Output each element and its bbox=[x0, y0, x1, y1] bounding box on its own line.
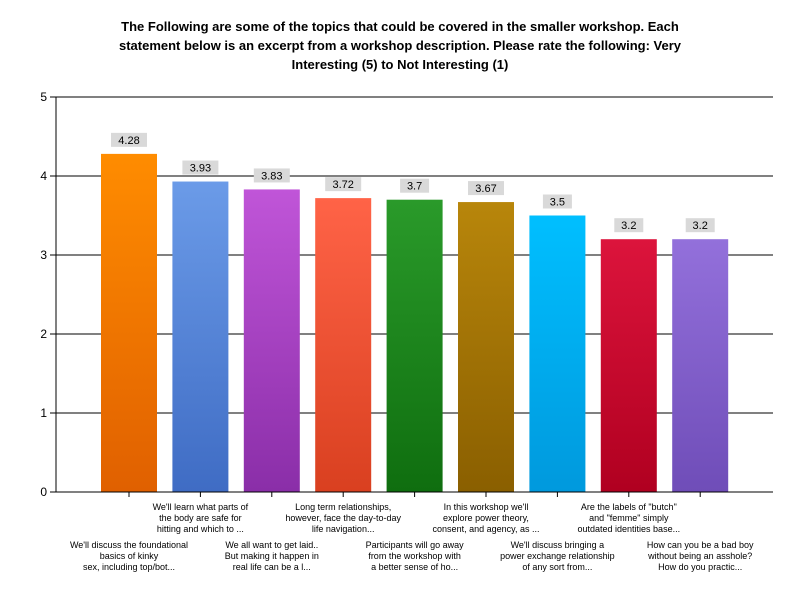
data-label-bg bbox=[614, 218, 644, 233]
data-label: 3.83 bbox=[261, 170, 282, 182]
data-label-bg bbox=[325, 177, 362, 192]
category-label-line: explore power theory, bbox=[443, 513, 529, 523]
category-label-line: without being an asshole? bbox=[648, 551, 753, 561]
y-tick-label: 3 bbox=[40, 248, 47, 262]
data-label-bg bbox=[685, 218, 715, 233]
category-label-line: But making it happen in bbox=[224, 551, 319, 561]
chart-title: The Following are some of the topics tha… bbox=[40, 17, 760, 74]
data-label-bg bbox=[253, 168, 290, 183]
data-label: 3.72 bbox=[332, 179, 353, 191]
category-label-line: a better sense of ho... bbox=[371, 562, 459, 572]
category-label-line: We'll learn what parts of bbox=[152, 502, 249, 512]
category-label-line: Are the labels of "butch" bbox=[580, 502, 677, 512]
category-label: Are the labels of "butch" and "femme" sim… bbox=[554, 502, 704, 535]
category-label-line: consent, and agency, as ... bbox=[432, 524, 540, 534]
bar bbox=[600, 239, 657, 492]
bar bbox=[101, 153, 157, 492]
chart-title-line-3: Interesting (5) to Not Interesting (1) bbox=[291, 57, 509, 72]
category-label-line: power exchange relationship bbox=[500, 551, 615, 561]
data-label: 3.2 bbox=[621, 220, 636, 232]
category-label: How can you be a bad boy without being an… bbox=[625, 540, 775, 573]
category-label-line: Participants will go away bbox=[365, 540, 464, 550]
category-label: We'll learn what parts of the body are sa… bbox=[125, 502, 275, 535]
data-label: 3.93 bbox=[190, 163, 211, 175]
category-label-line: How can you be a bad boy bbox=[646, 540, 754, 550]
data-label-bg bbox=[542, 194, 572, 209]
category-label: Participants will go away from the worksh… bbox=[340, 540, 490, 573]
category-label: We'll discuss the foundational basics of … bbox=[54, 540, 204, 573]
category-label: Long term relationships, however, face th… bbox=[268, 502, 418, 535]
data-label: 3.2 bbox=[693, 220, 708, 232]
category-label-line: hitting and which to ... bbox=[156, 524, 244, 534]
y-tick-label: 1 bbox=[40, 406, 47, 420]
category-label-line: outdated identities base... bbox=[577, 524, 681, 534]
data-label-bg bbox=[182, 160, 219, 175]
y-tick-label: 5 bbox=[40, 90, 47, 104]
category-label-line: however, face the day-to-day bbox=[285, 513, 401, 523]
bar bbox=[672, 239, 729, 492]
data-label: 4.28 bbox=[118, 135, 139, 147]
category-label-line: the body are safe for bbox=[159, 513, 242, 523]
data-label: 3.67 bbox=[475, 183, 496, 195]
data-label-bg bbox=[400, 178, 430, 193]
category-label-line: from the workshop with bbox=[368, 551, 461, 561]
category-label: We'll discuss bringing a power exchange r… bbox=[482, 540, 632, 573]
data-label-bg bbox=[468, 181, 504, 196]
category-label-line: real life can be a l... bbox=[232, 562, 311, 572]
category-label-line: In this workshop we'll bbox=[443, 502, 529, 512]
data-label: 3.7 bbox=[407, 181, 422, 193]
y-tick-label: 2 bbox=[40, 327, 47, 341]
category-label-line: We'll discuss bringing a bbox=[510, 540, 605, 550]
category-label-line: basics of kinky bbox=[99, 551, 159, 561]
category-label-line: We'll discuss the foundational bbox=[69, 540, 189, 550]
chart-title-line-1: The Following are some of the topics tha… bbox=[121, 19, 679, 34]
category-label-line: and "femme" simply bbox=[589, 513, 669, 523]
bar bbox=[386, 199, 443, 492]
category-label-line: We all want to get laid.. bbox=[225, 540, 319, 550]
data-label-bg bbox=[111, 132, 147, 147]
category-label-line: Long term relationships, bbox=[295, 502, 392, 512]
bar bbox=[243, 189, 300, 492]
y-tick-label: 4 bbox=[40, 169, 47, 183]
category-label-line: of any sort from... bbox=[522, 562, 593, 572]
data-label: 3.5 bbox=[550, 197, 565, 209]
bar bbox=[529, 215, 586, 492]
category-label-line: life navigation... bbox=[311, 524, 375, 534]
bar bbox=[172, 181, 229, 492]
y-tick-label: 0 bbox=[40, 485, 47, 499]
chart-title-line-2: statement below is an excerpt from a wor… bbox=[118, 38, 682, 53]
bar bbox=[315, 198, 372, 492]
category-label-line: How do you practic... bbox=[658, 562, 743, 572]
category-label: In this workshop we'll explore power theo… bbox=[411, 502, 561, 535]
category-label-line: sex, including top/bot... bbox=[82, 562, 176, 572]
category-label: We all want to get laid.. But making it h… bbox=[197, 540, 347, 573]
bar bbox=[458, 202, 514, 492]
